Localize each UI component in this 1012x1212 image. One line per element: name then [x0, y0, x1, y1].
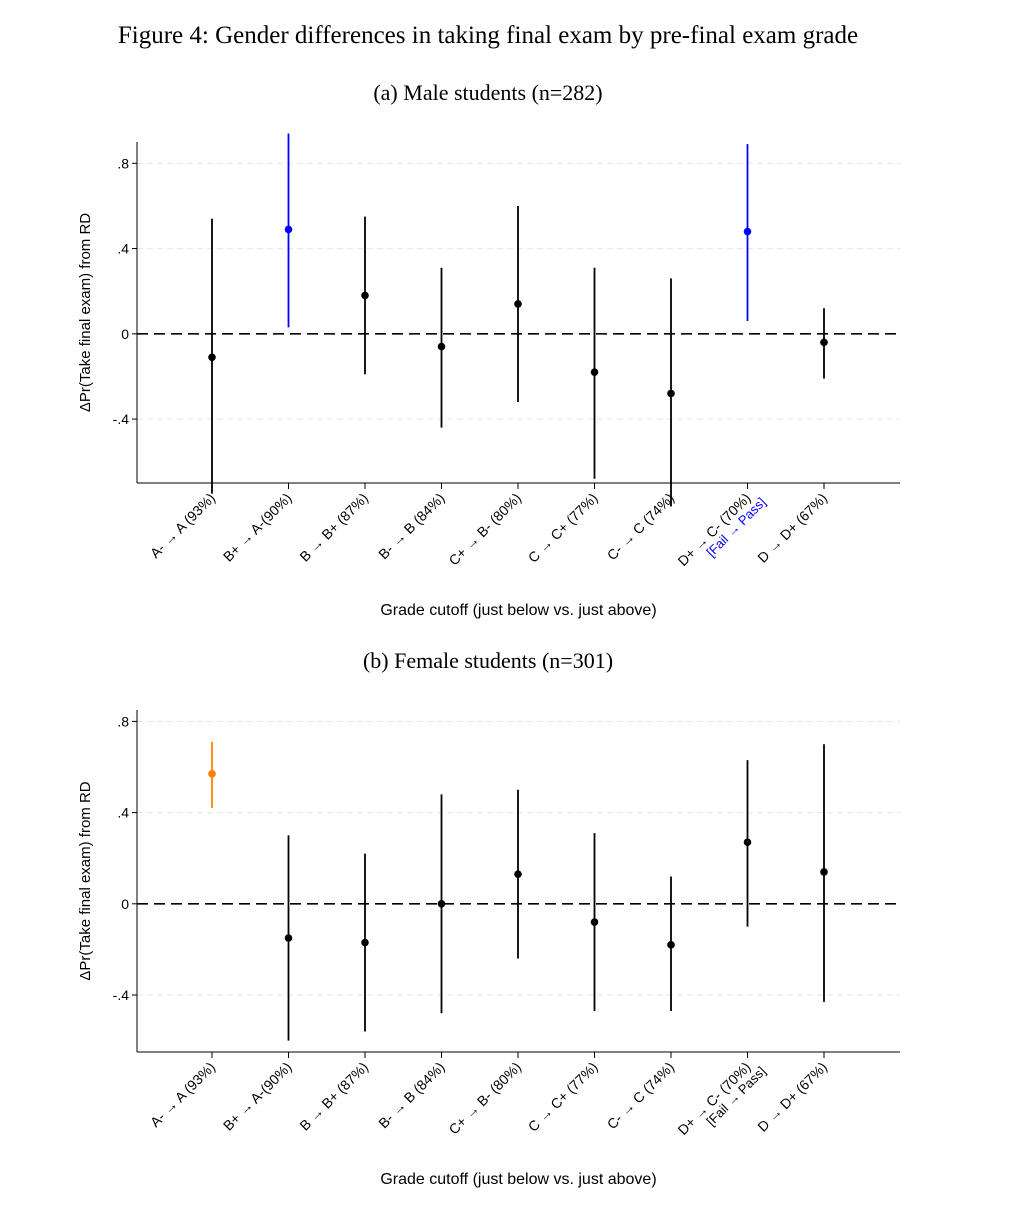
- x-tick-label: B+ → A-(90%): [220, 490, 295, 565]
- x-axis-label: Grade cutoff (just below vs. just above): [380, 602, 656, 619]
- point-estimate: [437, 342, 446, 351]
- panel-a-title: (a) Male students (n=282): [373, 80, 603, 105]
- x-tick-label: C → C+ (77%): [525, 490, 601, 566]
- female-students-chart: .8 .4 0 -.4 ΔPr(Take final exam) from RD A- →…: [77, 710, 900, 1188]
- point-estimate: [667, 389, 675, 398]
- x-tick-label: B → B+ (87%): [296, 490, 371, 565]
- x-tick-label: C+ → B- (80%): [445, 490, 524, 569]
- point-estimate: [743, 227, 752, 236]
- point-estimate: [437, 900, 446, 908]
- male-students-chart: .8 .4 0 -.4 ΔPr(Take final exam) from RD A- →…: [77, 133, 900, 619]
- y-tick-label: 0: [121, 326, 129, 342]
- x-axis-label: Grade cutoff (just below vs. just above): [380, 1171, 656, 1188]
- y-axis-label: ΔPr(Take final exam) from RD: [77, 213, 94, 412]
- y-tick-label: .8: [117, 713, 129, 729]
- point-estimate: [590, 368, 599, 376]
- x-tick-label: A- → A (93%): [147, 1059, 218, 1130]
- y-tick-label: -.4: [113, 411, 130, 427]
- x-tick-label: C → C+ (77%): [525, 1059, 601, 1135]
- point-estimate: [361, 291, 369, 300]
- x-tick-label: D → D+ (67%): [754, 490, 830, 566]
- x-tick-label: C- → C (74%): [604, 490, 677, 563]
- y-tick-label: -.4: [113, 987, 130, 1003]
- x-tick-label: B → B+ (87%): [296, 1059, 371, 1134]
- x-tick-label: C- → C (74%): [604, 1059, 677, 1132]
- y-tick-label: .8: [117, 155, 129, 171]
- point-estimate: [208, 770, 216, 778]
- x-tick-label: D → D+ (67%): [754, 1059, 830, 1135]
- point-estimate: [743, 838, 752, 847]
- y-tick-label: .4: [117, 805, 129, 821]
- x-tick-label: A- → A (93%): [147, 490, 218, 561]
- point-estimate: [284, 225, 293, 234]
- point-estimate: [820, 868, 828, 876]
- point-estimate: [820, 338, 828, 347]
- x-tick-label: B- → B (84%): [375, 1059, 447, 1131]
- point-estimate: [361, 938, 369, 947]
- panel-b-title: (b) Female students (n=301): [362, 648, 614, 673]
- point-estimate: [208, 353, 216, 362]
- x-tick-label: B+ → A-(90%): [220, 1059, 295, 1134]
- y-tick-label: 0: [121, 896, 129, 912]
- y-axis-label: ΔPr(Take final exam) from RD: [77, 781, 94, 980]
- point-estimate: [667, 941, 675, 949]
- x-tick-label: C+ → B- (80%): [445, 1059, 524, 1138]
- y-tick-label: .4: [117, 241, 129, 257]
- point-estimate: [284, 934, 293, 942]
- point-estimate: [514, 300, 522, 308]
- x-tick-label: B- → B (84%): [375, 490, 447, 562]
- point-estimate: [590, 918, 599, 926]
- figure-title: Figure 4: Gender differences in taking f…: [117, 22, 859, 49]
- point-estimate: [514, 870, 522, 878]
